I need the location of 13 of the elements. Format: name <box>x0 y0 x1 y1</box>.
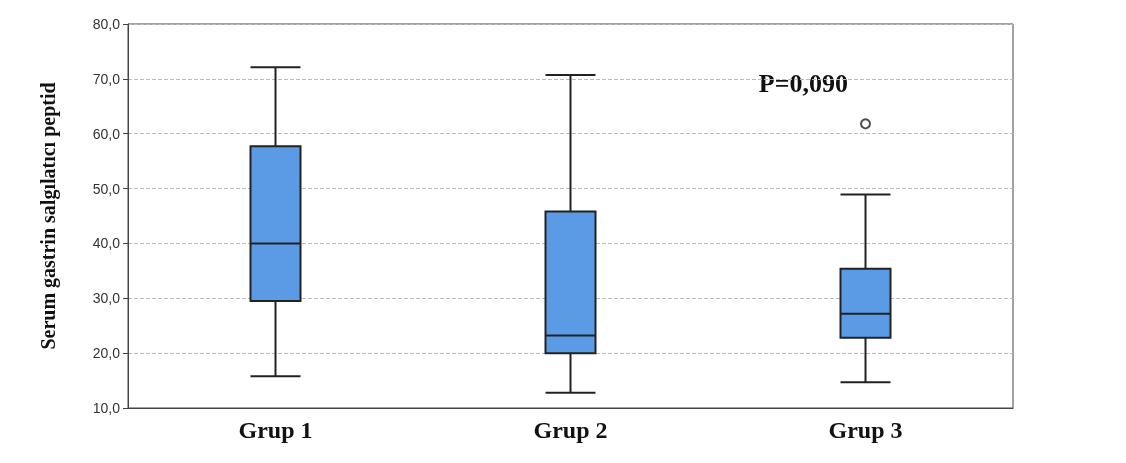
annotation: P=0,090 <box>758 68 849 98</box>
y-tick-label: 70,0 <box>92 70 121 87</box>
y-axis-title: Serum gastrin salgılatıcı peptid <box>37 82 60 350</box>
y-tick-label: 80,0 <box>92 16 121 32</box>
y-tick-label: 10,0 <box>92 400 121 416</box>
y-tick-label: 40,0 <box>92 235 121 252</box>
y-tick-label: 60,0 <box>92 125 121 142</box>
x-tick-label: Grup 3 <box>828 417 903 443</box>
y-tick-label: 30,0 <box>92 290 121 307</box>
x-tick-label: Grup 1 <box>238 417 313 443</box>
x-tick-label: Grup 2 <box>533 417 608 443</box>
y-tick-label: 50,0 <box>92 180 121 197</box>
y-tick-label: 20,0 <box>92 345 121 362</box>
